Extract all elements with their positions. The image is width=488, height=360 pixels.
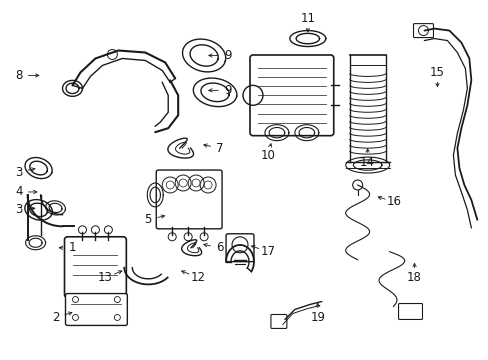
Text: 11: 11 bbox=[300, 12, 315, 25]
Text: 9: 9 bbox=[224, 84, 231, 97]
Text: 19: 19 bbox=[310, 311, 325, 324]
FancyBboxPatch shape bbox=[398, 303, 422, 319]
Text: 4: 4 bbox=[15, 185, 22, 198]
Text: 3: 3 bbox=[15, 203, 22, 216]
Text: 12: 12 bbox=[190, 271, 205, 284]
Text: 13: 13 bbox=[98, 271, 113, 284]
FancyBboxPatch shape bbox=[156, 170, 222, 229]
Text: 5: 5 bbox=[144, 213, 152, 226]
Text: 18: 18 bbox=[406, 271, 421, 284]
Text: 1: 1 bbox=[69, 241, 76, 254]
Text: 17: 17 bbox=[260, 245, 275, 258]
FancyBboxPatch shape bbox=[413, 24, 432, 37]
FancyBboxPatch shape bbox=[249, 55, 333, 136]
Text: 7: 7 bbox=[216, 141, 224, 155]
Text: 9: 9 bbox=[224, 49, 231, 62]
FancyBboxPatch shape bbox=[225, 234, 253, 262]
Text: 14: 14 bbox=[360, 156, 374, 168]
Text: 8: 8 bbox=[15, 69, 22, 82]
Text: 16: 16 bbox=[386, 195, 401, 208]
Text: 2: 2 bbox=[52, 311, 59, 324]
Text: 3: 3 bbox=[15, 166, 22, 179]
Text: 10: 10 bbox=[260, 149, 275, 162]
Text: 6: 6 bbox=[216, 241, 224, 254]
FancyBboxPatch shape bbox=[65, 293, 127, 325]
Text: 15: 15 bbox=[429, 66, 444, 79]
FancyBboxPatch shape bbox=[64, 237, 126, 298]
FancyBboxPatch shape bbox=[270, 315, 286, 328]
